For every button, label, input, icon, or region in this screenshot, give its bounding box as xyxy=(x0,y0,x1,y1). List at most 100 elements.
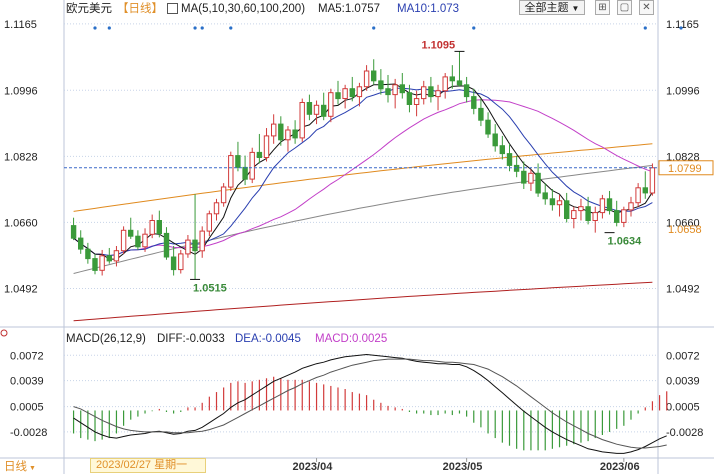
candle-body[interactable] xyxy=(635,187,641,204)
candle-body[interactable] xyxy=(306,102,313,115)
candle-body[interactable] xyxy=(328,92,334,117)
candle-body[interactable] xyxy=(292,129,298,139)
event-marker[interactable] xyxy=(107,26,111,30)
candle-body[interactable] xyxy=(571,210,577,220)
candle-body[interactable] xyxy=(378,80,384,90)
candle-body[interactable] xyxy=(242,166,248,180)
candle-body[interactable] xyxy=(542,192,548,200)
candle-body[interactable] xyxy=(649,167,656,194)
candle-body[interactable] xyxy=(113,250,120,262)
candle-body[interactable] xyxy=(92,258,98,271)
candle-body[interactable] xyxy=(185,239,191,255)
candle-body[interactable] xyxy=(628,202,634,211)
candle-body[interactable] xyxy=(642,187,648,194)
candle-body[interactable] xyxy=(614,210,620,223)
candle-body[interactable] xyxy=(299,102,305,139)
candle-body[interactable] xyxy=(149,220,155,235)
candle-body[interactable] xyxy=(621,209,627,223)
candle-body[interactable] xyxy=(321,104,327,117)
candle-body[interactable] xyxy=(385,88,391,96)
candle-body[interactable] xyxy=(449,76,456,82)
event-marker[interactable] xyxy=(193,26,197,30)
candle-body[interactable] xyxy=(70,225,77,239)
candle-body[interactable] xyxy=(478,107,484,121)
candle-body[interactable] xyxy=(456,80,463,86)
candle-body[interactable] xyxy=(313,104,320,115)
candle-body[interactable] xyxy=(599,198,606,214)
candle-body[interactable] xyxy=(592,212,598,222)
event-marker[interactable] xyxy=(93,26,97,30)
candle-body[interactable] xyxy=(335,92,341,100)
candle-body[interactable] xyxy=(285,129,291,141)
candle-body[interactable] xyxy=(606,198,613,212)
bar-chart-icon[interactable] xyxy=(167,3,178,14)
candle-body[interactable] xyxy=(199,230,205,252)
candle-body[interactable] xyxy=(549,198,556,206)
candle-body[interactable] xyxy=(78,237,84,250)
event-marker[interactable] xyxy=(643,26,647,30)
candle-body[interactable] xyxy=(442,76,448,92)
candle-body[interactable] xyxy=(156,220,163,234)
candle-body[interactable] xyxy=(528,172,534,184)
candle-body[interactable] xyxy=(213,202,220,215)
theme-dropdown-button[interactable]: 全部主题 ▼ xyxy=(519,0,585,15)
grid-icon[interactable]: ⊞ xyxy=(595,0,610,15)
candle-body[interactable] xyxy=(399,84,406,94)
candle-body[interactable] xyxy=(356,86,363,98)
candle-body[interactable] xyxy=(271,123,277,137)
candle-body[interactable] xyxy=(471,96,477,109)
candle-body[interactable] xyxy=(249,151,255,180)
event-marker[interactable] xyxy=(372,26,376,30)
candle-body[interactable] xyxy=(135,235,141,248)
candle-body[interactable] xyxy=(228,155,234,188)
candle-body[interactable] xyxy=(363,70,370,88)
candle-body[interactable] xyxy=(421,86,427,100)
candle-body[interactable] xyxy=(263,135,270,158)
event-marker[interactable] xyxy=(679,26,683,30)
candle-body[interactable] xyxy=(349,88,356,98)
candle-body[interactable] xyxy=(142,233,148,248)
candle-body[interactable] xyxy=(513,164,520,172)
candle-body[interactable] xyxy=(428,86,434,98)
candle-body[interactable] xyxy=(392,84,398,96)
candle-body[interactable] xyxy=(564,200,570,220)
candle-body[interactable] xyxy=(106,255,112,262)
candle-body[interactable] xyxy=(85,248,91,260)
candle-body[interactable] xyxy=(506,153,513,166)
candle-body[interactable] xyxy=(178,253,184,271)
candle-body[interactable] xyxy=(120,229,127,252)
candle-body[interactable] xyxy=(278,123,284,141)
candle-body[interactable] xyxy=(435,90,441,98)
period-selector[interactable]: 【日线】 xyxy=(117,3,163,15)
candle-body[interactable] xyxy=(99,255,105,271)
candle-body[interactable] xyxy=(585,206,591,221)
candle-body[interactable] xyxy=(220,186,227,204)
event-marker[interactable] xyxy=(229,26,233,30)
candle-body[interactable] xyxy=(342,88,348,99)
candle-body[interactable] xyxy=(256,151,263,158)
candle-body[interactable] xyxy=(485,119,491,135)
period-tab[interactable]: 日线 ▼ xyxy=(4,460,36,476)
candle-body[interactable] xyxy=(492,133,498,147)
candle-body[interactable] xyxy=(192,239,198,252)
candle-body[interactable] xyxy=(406,92,413,105)
candle-body[interactable] xyxy=(535,172,541,194)
candle-body[interactable] xyxy=(499,145,506,155)
candle-body[interactable] xyxy=(556,200,563,206)
candle-body[interactable] xyxy=(235,155,241,168)
close-icon[interactable]: ✕ xyxy=(639,0,654,15)
window-icon[interactable]: ▢ xyxy=(617,0,632,15)
candle-body[interactable] xyxy=(170,256,177,271)
candle-body[interactable] xyxy=(206,213,213,232)
event-marker[interactable] xyxy=(472,26,476,30)
candle-body[interactable] xyxy=(128,229,134,237)
candle-body[interactable] xyxy=(521,170,527,184)
gear-icon[interactable] xyxy=(0,329,8,337)
candle-body[interactable] xyxy=(463,84,470,98)
candle-body[interactable] xyxy=(578,206,584,212)
candle-body[interactable] xyxy=(413,98,420,105)
candle-body[interactable] xyxy=(163,232,170,258)
event-marker[interactable] xyxy=(200,26,204,30)
candle-body[interactable] xyxy=(371,70,377,82)
